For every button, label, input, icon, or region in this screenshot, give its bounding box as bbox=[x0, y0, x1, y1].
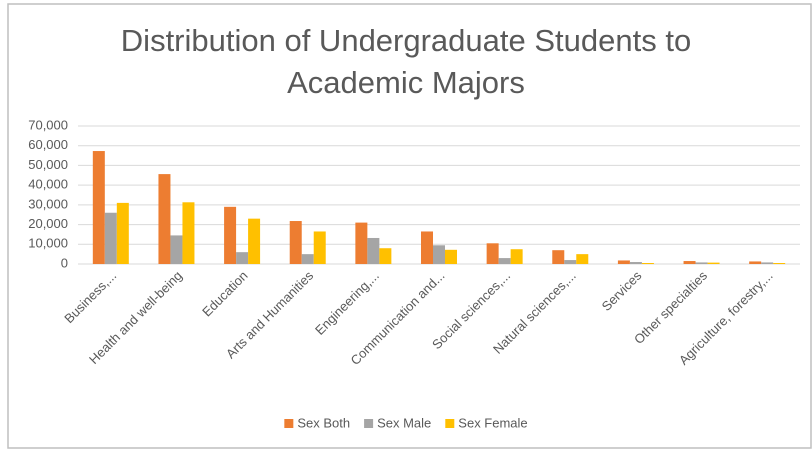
bar bbox=[289, 221, 302, 264]
bar bbox=[707, 262, 720, 264]
legend-label: Sex Female bbox=[458, 415, 527, 430]
y-tick-label: 60,000 bbox=[28, 137, 68, 152]
bar bbox=[576, 254, 589, 264]
bar bbox=[301, 254, 314, 264]
y-tick-label: 10,000 bbox=[28, 236, 68, 251]
chart-title: Distribution of Undergraduate Students t… bbox=[120, 23, 692, 100]
bar bbox=[170, 235, 183, 264]
legend-swatch bbox=[445, 419, 455, 428]
bar bbox=[498, 258, 511, 264]
bar bbox=[749, 261, 762, 264]
bar bbox=[182, 202, 195, 264]
bar bbox=[355, 222, 368, 264]
y-tick-label: 0 bbox=[61, 255, 68, 270]
bar bbox=[695, 262, 708, 264]
bar bbox=[104, 212, 117, 264]
bar bbox=[773, 263, 786, 264]
legend-label: Sex Male bbox=[377, 415, 431, 430]
bar bbox=[641, 263, 654, 264]
bar bbox=[617, 260, 630, 264]
y-tick-label: 20,000 bbox=[28, 216, 68, 231]
bar bbox=[433, 245, 445, 264]
bar bbox=[510, 249, 523, 264]
y-tick-label: 70,000 bbox=[28, 117, 68, 132]
bar bbox=[248, 218, 261, 264]
x-tick-label: Business,... bbox=[61, 268, 119, 326]
bar bbox=[236, 252, 249, 264]
bar bbox=[421, 231, 433, 264]
y-tick-label: 30,000 bbox=[28, 196, 68, 211]
bar bbox=[629, 262, 642, 264]
x-tick-label: Services bbox=[599, 268, 645, 314]
bar bbox=[486, 243, 499, 264]
chart-border bbox=[7, 3, 812, 449]
y-tick-label: 40,000 bbox=[28, 177, 68, 192]
bar bbox=[367, 237, 380, 264]
bar bbox=[761, 262, 774, 264]
legend-swatch bbox=[364, 419, 374, 428]
bar bbox=[445, 249, 457, 264]
legend-swatch bbox=[284, 419, 294, 428]
bar bbox=[224, 206, 237, 264]
legend-label: Sex Both bbox=[297, 415, 350, 430]
bar bbox=[116, 202, 129, 264]
bar bbox=[683, 261, 696, 264]
bar bbox=[552, 250, 565, 264]
y-tick-label: 50,000 bbox=[28, 157, 68, 172]
bar bbox=[313, 231, 326, 264]
bar bbox=[379, 248, 392, 264]
bar bbox=[92, 151, 105, 264]
x-tick-label: Education bbox=[199, 268, 250, 319]
bar bbox=[158, 174, 171, 264]
bar bbox=[564, 260, 577, 264]
x-tick-label: Engineering,... bbox=[312, 268, 382, 338]
